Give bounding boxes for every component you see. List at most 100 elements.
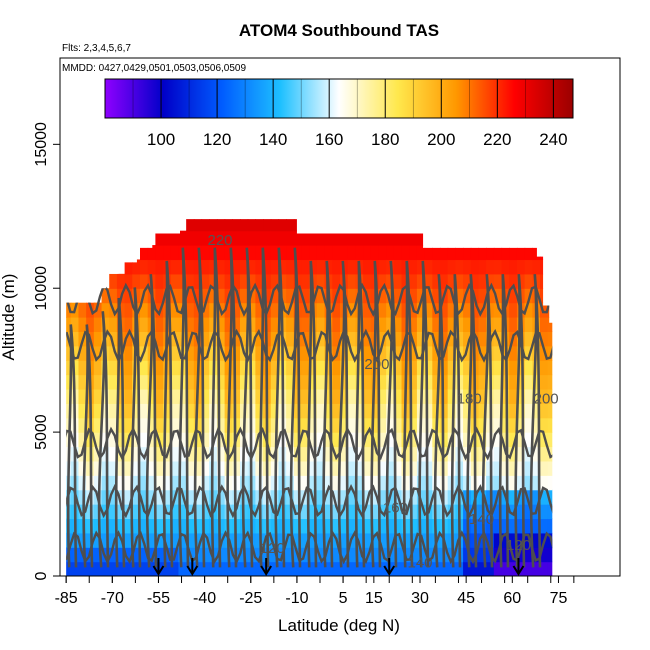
heatmap-cell bbox=[201, 230, 210, 246]
heatmap-cell bbox=[224, 273, 233, 289]
heatmap-cell bbox=[432, 245, 441, 261]
heatmap-cell bbox=[201, 460, 210, 476]
heatmap-cell bbox=[247, 561, 256, 576]
heatmap-cell bbox=[232, 345, 241, 361]
heatmap-cell bbox=[309, 388, 318, 404]
heatmap-cell bbox=[201, 288, 210, 304]
heatmap-cell bbox=[293, 518, 303, 534]
y-tick-label: 0 bbox=[33, 571, 50, 580]
heatmap-cell bbox=[86, 345, 95, 361]
heatmap-cell bbox=[470, 273, 480, 289]
contour-label: 220 bbox=[207, 232, 232, 249]
contour-line bbox=[210, 247, 222, 568]
heatmap-cell bbox=[216, 219, 226, 232]
heatmap-cell bbox=[140, 360, 149, 376]
heatmap-cell bbox=[278, 245, 287, 261]
heatmap-cell bbox=[486, 288, 495, 304]
y-axis-label: Altitude (m) bbox=[0, 274, 18, 361]
heatmap-cell bbox=[109, 403, 118, 419]
heatmap-cell bbox=[109, 518, 118, 534]
heatmap-cell bbox=[378, 460, 387, 476]
heatmap-cell bbox=[124, 532, 133, 548]
heatmap-cell bbox=[240, 561, 249, 576]
heatmap-cell bbox=[355, 518, 364, 534]
x-tick-label: 30 bbox=[411, 590, 429, 607]
heatmap-cell bbox=[170, 561, 180, 576]
heatmap-cell bbox=[347, 288, 356, 304]
heatmap-cell bbox=[147, 259, 156, 275]
heatmap-cell bbox=[93, 532, 103, 548]
heatmap-cell bbox=[509, 245, 518, 261]
heatmap-cell bbox=[70, 317, 80, 332]
heatmap-cell bbox=[516, 388, 526, 404]
heatmap-cell bbox=[109, 288, 118, 304]
heatmap-cell bbox=[378, 345, 387, 361]
heatmap-cell bbox=[386, 532, 395, 548]
heatmap-cell bbox=[193, 532, 203, 548]
heatmap-cell bbox=[216, 230, 226, 246]
heatmap-cell bbox=[132, 475, 141, 491]
heatmap-cell bbox=[186, 374, 195, 390]
heatmap-cell bbox=[301, 518, 310, 534]
heatmap-cell bbox=[363, 374, 372, 390]
heatmap-cell bbox=[124, 561, 133, 576]
heatmap-cell bbox=[163, 432, 172, 448]
heatmap-cell bbox=[324, 345, 333, 361]
heatmap-cell bbox=[124, 273, 133, 289]
heatmap-cell bbox=[255, 331, 264, 347]
heatmap-cell bbox=[332, 374, 341, 390]
heatmap-cell bbox=[263, 561, 272, 576]
heatmap-cell bbox=[409, 475, 418, 491]
y-tick-label: 15000 bbox=[33, 122, 50, 167]
heatmap-cell bbox=[209, 259, 218, 275]
heatmap-cell bbox=[247, 302, 256, 318]
heatmap-cell bbox=[478, 288, 487, 304]
heatmap-cell bbox=[316, 518, 326, 534]
heatmap-cell bbox=[455, 245, 464, 261]
heatmap-cell bbox=[109, 317, 118, 332]
y-axis: 0 5000 10000 15000 bbox=[33, 122, 60, 580]
heatmap-cell bbox=[93, 345, 103, 361]
heatmap-cell bbox=[140, 403, 149, 419]
heatmap-cell bbox=[301, 489, 310, 505]
heatmap-cell bbox=[270, 561, 280, 576]
heatmap-cell bbox=[393, 317, 403, 332]
heatmap-cell bbox=[109, 475, 118, 491]
heatmap-cell bbox=[186, 230, 195, 246]
heatmap-cell bbox=[140, 561, 149, 576]
heatmap-cell bbox=[416, 259, 426, 275]
heatmap-cell bbox=[501, 561, 510, 576]
heatmap-cell bbox=[240, 245, 249, 261]
heatmap-cell bbox=[378, 489, 387, 505]
heatmap-cell bbox=[340, 475, 349, 491]
heatmap-cell bbox=[309, 374, 318, 390]
heatmap-cell bbox=[124, 489, 133, 505]
x-axis-label: Latitude (deg N) bbox=[278, 616, 400, 635]
heatmap-cell bbox=[201, 302, 210, 318]
contour-line bbox=[529, 274, 542, 568]
heatmap-cell bbox=[432, 273, 441, 289]
heatmap-cell bbox=[309, 532, 318, 548]
heatmap-cell bbox=[416, 245, 426, 261]
heatmap-cell bbox=[232, 273, 241, 289]
heatmap-cell bbox=[140, 518, 149, 534]
heatmap-cell bbox=[201, 345, 210, 361]
heatmap-cell bbox=[140, 446, 149, 462]
heatmap-cell bbox=[547, 475, 553, 491]
heatmap-cell bbox=[509, 345, 518, 361]
heatmap-cell bbox=[378, 259, 387, 275]
heatmap-cell bbox=[393, 504, 403, 520]
heatmap-cell bbox=[547, 489, 553, 505]
heatmap-cell bbox=[193, 432, 203, 448]
heatmap-cell bbox=[378, 403, 387, 419]
heatmap-cell bbox=[509, 446, 518, 462]
heatmap-cell bbox=[147, 374, 156, 390]
heatmap-cell bbox=[332, 360, 341, 376]
heatmap-cell bbox=[416, 561, 426, 576]
heatmap-cell bbox=[216, 446, 226, 462]
heatmap-cell bbox=[201, 360, 210, 376]
heatmap-cell bbox=[409, 460, 418, 476]
heatmap-cell bbox=[424, 273, 433, 289]
heatmap-cell bbox=[201, 475, 210, 491]
heatmap-cell bbox=[524, 403, 533, 419]
